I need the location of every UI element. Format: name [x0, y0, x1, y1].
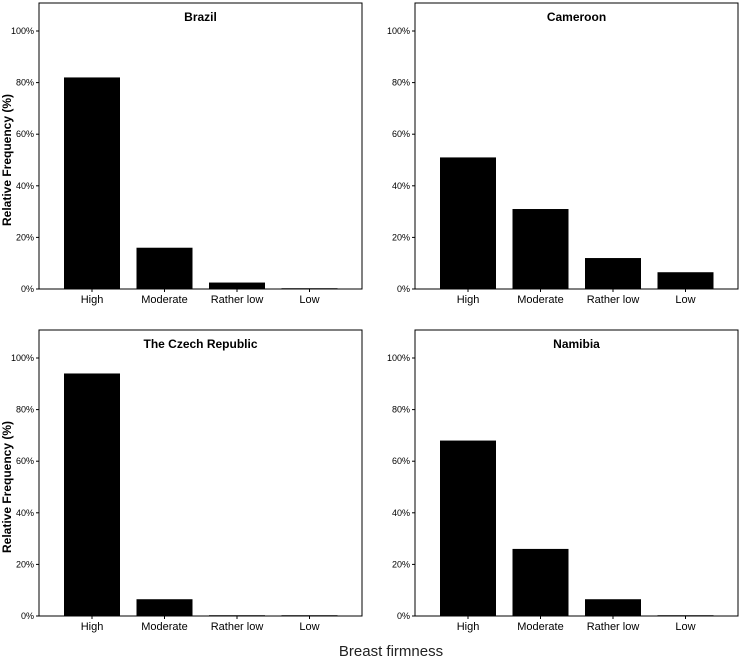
bar-moderate: [136, 599, 193, 616]
panel-title: Brazil: [184, 10, 217, 24]
x-tick-label: Low: [675, 294, 695, 306]
x-tick-label: Rather low: [587, 294, 640, 306]
y-tick-label: 20%: [392, 232, 410, 242]
plot-frame: [414, 329, 739, 617]
y-tick-label: 100%: [11, 353, 34, 363]
plot-frame: [38, 329, 363, 617]
y-tick-label: 80%: [392, 405, 410, 415]
y-tick-label: 40%: [16, 181, 34, 191]
x-tick-label: Rather low: [211, 294, 264, 306]
y-axis-label: Relative Frequency (%): [0, 421, 14, 553]
bar-rather-low: [585, 599, 641, 616]
y-tick-label: 100%: [387, 26, 410, 36]
bar-high: [440, 157, 496, 289]
x-tick-label: High: [457, 294, 480, 306]
x-tick-label: Rather low: [587, 621, 640, 633]
y-tick-label: 100%: [11, 26, 34, 36]
x-tick-label: High: [457, 621, 480, 633]
y-tick-label: 80%: [16, 405, 34, 415]
y-tick-label: 20%: [16, 232, 34, 242]
bar-low: [657, 615, 714, 616]
y-tick-label: 80%: [392, 78, 410, 88]
panel-title: Cameroon: [547, 10, 606, 24]
panel-title: Namibia: [553, 337, 600, 351]
figure-x-axis-label: Breast firmness: [339, 643, 443, 660]
bar-high: [64, 77, 120, 289]
x-tick-label: Moderate: [141, 294, 187, 306]
x-tick-label: High: [81, 621, 104, 633]
bar-rather-low: [209, 282, 265, 289]
bar-rather-low: [585, 258, 641, 289]
plot-frame: [414, 2, 739, 290]
panel-title: The Czech Republic: [143, 337, 257, 351]
y-tick-label: 40%: [392, 181, 410, 191]
bar-low: [657, 272, 714, 289]
bar-low: [281, 615, 338, 616]
x-tick-label: Low: [299, 621, 319, 633]
x-tick-label: Low: [299, 294, 319, 306]
y-tick-label: 20%: [392, 559, 410, 569]
x-tick-label: Moderate: [517, 294, 563, 306]
bar-rather-low: [209, 615, 265, 616]
bar-moderate: [512, 548, 569, 616]
bar-low: [281, 288, 338, 289]
plot-frame: [38, 2, 363, 290]
y-tick-label: 0%: [397, 611, 410, 621]
chart-panel: Brazil 0% 20% 40% 60% 80% 100% High Moderate Rath…: [0, 2, 363, 306]
y-tick-label: 40%: [16, 508, 34, 518]
bar-moderate: [136, 247, 193, 289]
chart-panel: The Czech Republic 0% 20% 40% 60% 80% 100% High…: [0, 329, 363, 633]
x-tick-label: Low: [675, 621, 695, 633]
y-tick-label: 100%: [387, 353, 410, 363]
y-tick-label: 0%: [397, 284, 410, 294]
y-tick-label: 20%: [16, 559, 34, 569]
chart-panel: Namibia 0% 20% 40% 60% 80% 100% High Moderate Rat…: [387, 329, 739, 633]
y-tick-label: 60%: [16, 129, 34, 139]
chart-panels: Brazil 0% 20% 40% 60% 80% 100% High Moderate Rath…: [0, 2, 739, 633]
y-tick-label: 40%: [392, 508, 410, 518]
x-tick-label: Rather low: [211, 621, 264, 633]
y-tick-label: 0%: [21, 611, 34, 621]
bar-moderate: [512, 209, 569, 289]
y-tick-label: 80%: [16, 78, 34, 88]
x-tick-label: Moderate: [517, 621, 563, 633]
x-tick-label: Moderate: [141, 621, 187, 633]
y-tick-label: 0%: [21, 284, 34, 294]
chart-panel: Cameroon 0% 20% 40% 60% 80% 100% High Moderate Ra…: [387, 2, 739, 306]
y-tick-label: 60%: [392, 129, 410, 139]
bar-high: [64, 373, 120, 616]
y-axis-label: Relative Frequency (%): [0, 94, 14, 226]
y-tick-label: 60%: [392, 456, 410, 466]
bar-high: [440, 440, 496, 616]
x-tick-label: High: [81, 294, 104, 306]
y-tick-label: 60%: [16, 456, 34, 466]
